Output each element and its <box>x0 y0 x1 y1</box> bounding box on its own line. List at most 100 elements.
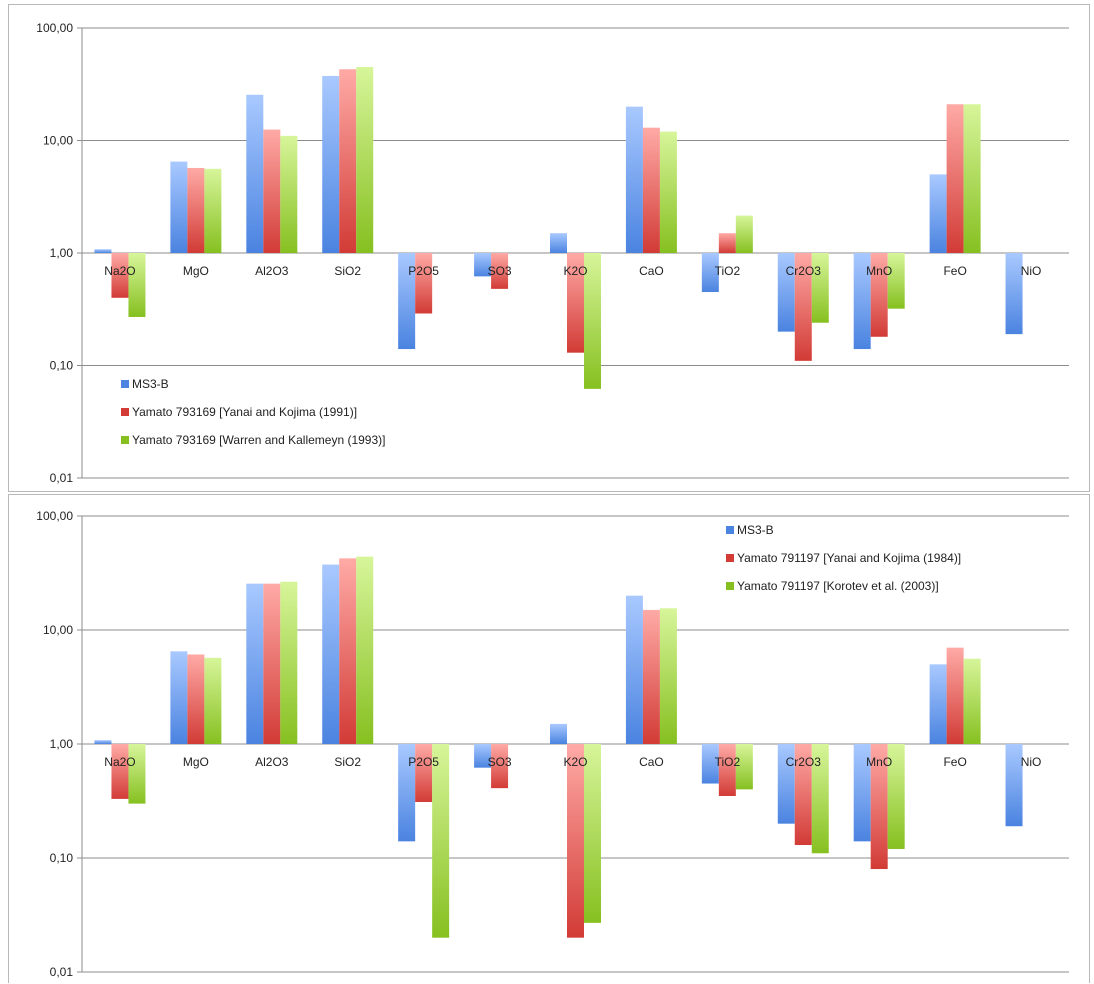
y-tick-label: 0,01 <box>50 471 74 485</box>
legend-label: MS3-B <box>737 523 774 537</box>
bar-p2o5-series-0 <box>398 744 416 842</box>
bar-sio2-series-0 <box>322 75 340 254</box>
y-tick-label: 0,10 <box>50 359 74 373</box>
bar-nio-series-0 <box>1005 253 1023 335</box>
y-tick-label: 10,00 <box>43 623 73 637</box>
bar-tio2-series-2 <box>735 744 753 790</box>
bar-na2o-series-0 <box>94 249 112 253</box>
y-tick-label: 0,10 <box>50 851 74 865</box>
y-tick-label: 1,00 <box>50 737 74 751</box>
x-category-label: K2O <box>563 264 587 278</box>
bar-k2o-series-1 <box>567 253 584 353</box>
bar-cr2o3-series-1 <box>794 253 812 361</box>
bar-na2o-series-1 <box>111 744 129 799</box>
bar-k2o-series-1 <box>567 744 584 938</box>
bar-feo-series-1 <box>946 647 964 744</box>
bar-feo-series-2 <box>963 658 981 744</box>
bar-mno-series-2 <box>887 253 905 309</box>
bar-na2o-series-0 <box>94 740 112 744</box>
x-category-label: TiO2 <box>715 264 741 278</box>
bar-so3-series-1 <box>491 744 509 789</box>
bar-cr2o3-series-0 <box>777 744 795 824</box>
x-category-label: FeO <box>943 264 966 278</box>
bar-tio2-series-0 <box>701 253 719 293</box>
bar-p2o5-series-2 <box>432 744 450 938</box>
legend-swatch <box>121 380 129 388</box>
bar-p2o5-series-1 <box>415 744 433 802</box>
bar-k2o-series-0 <box>550 723 567 744</box>
legend-label: Yamato 791197 [Yanai and Kojima (1984)] <box>737 551 961 565</box>
bar-so3-series-0 <box>474 744 492 768</box>
legend-label: Yamato 793169 [Warren and Kallemeyn (199… <box>132 433 385 447</box>
legend-swatch <box>121 436 129 444</box>
bar-na2o-series-1 <box>111 253 129 298</box>
bar-mno-series-1 <box>870 744 888 870</box>
x-category-label: NiO <box>1021 264 1042 278</box>
legend-swatch <box>726 582 734 590</box>
bar-sio2-series-2 <box>356 556 374 744</box>
x-category-label: K2O <box>563 755 587 769</box>
y-tick-label: 0,01 <box>50 965 74 979</box>
x-category-label: SO3 <box>488 264 512 278</box>
bar-al2o3-series-1 <box>263 583 281 744</box>
bar-cao-series-1 <box>642 127 660 253</box>
bar-tio2-series-0 <box>701 744 719 784</box>
bar-feo-series-1 <box>946 104 964 253</box>
bar-al2o3-series-1 <box>263 129 281 253</box>
x-category-label: Na2O <box>104 755 135 769</box>
x-category-label: SiO2 <box>334 264 361 278</box>
bar-tio2-series-2 <box>735 215 753 253</box>
x-category-label: MgO <box>183 755 209 769</box>
bar-cr2o3-series-0 <box>777 253 795 332</box>
bar-p2o5-series-1 <box>415 253 433 314</box>
bar-mgo-series-0 <box>170 651 188 744</box>
bar-cao-series-0 <box>625 106 643 253</box>
bar-mno-series-2 <box>887 744 905 849</box>
x-category-label: CaO <box>639 264 664 278</box>
bar-al2o3-series-0 <box>246 583 264 744</box>
bar-sio2-series-1 <box>339 69 357 253</box>
x-category-label: MgO <box>183 264 209 278</box>
x-category-label: SiO2 <box>334 755 361 769</box>
x-category-label: TiO2 <box>715 755 741 769</box>
x-category-label: SO3 <box>488 755 512 769</box>
bar-al2o3-series-2 <box>280 581 298 744</box>
bar-k2o-series-2 <box>584 744 601 923</box>
legend-label: MS3-B <box>132 377 169 391</box>
y-tick-label: 100,00 <box>36 509 73 523</box>
bar-mgo-series-1 <box>187 654 205 744</box>
bar-na2o-series-2 <box>128 253 146 317</box>
bar-mno-series-0 <box>853 253 871 350</box>
chart-bottom: 0,01 0,10 1,00 10,00 100,00 Na2O MgO Al2O3 SiO2 P… <box>36 509 1069 979</box>
bar-feo-series-2 <box>963 104 981 253</box>
bar-al2o3-series-0 <box>246 94 264 254</box>
x-category-label: FeO <box>943 755 966 769</box>
x-category-label: CaO <box>639 755 664 769</box>
x-category-label: MnO <box>866 755 892 769</box>
bar-sio2-series-2 <box>356 67 374 253</box>
bar-cao-series-2 <box>659 131 677 253</box>
bar-feo-series-0 <box>929 174 947 253</box>
legend-label: Yamato 793169 [Yanai and Kojima (1991)] <box>132 405 357 419</box>
legend-swatch <box>726 526 734 534</box>
bar-cr2o3-series-2 <box>811 744 829 854</box>
bar-cao-series-0 <box>625 595 643 744</box>
bar-cao-series-1 <box>642 609 660 744</box>
bar-mgo-series-2 <box>204 657 222 744</box>
bar-p2o5-series-0 <box>398 253 416 350</box>
chart-top: 0,01 0,10 1,00 10,00 100,00 Na2O MgO Al2O3 SiO2 P… <box>36 21 1069 485</box>
x-category-label: Al2O3 <box>255 264 289 278</box>
bar-k2o-series-2 <box>584 253 601 389</box>
x-category-label: NiO <box>1021 755 1042 769</box>
legend-swatch <box>726 554 734 562</box>
bar-mgo-series-0 <box>170 161 188 253</box>
legend-label: Yamato 791197 [Korotev et al. (2003)] <box>737 579 939 593</box>
bar-mno-series-0 <box>853 744 871 842</box>
x-category-label: Na2O <box>104 264 135 278</box>
legend-swatch <box>121 408 129 416</box>
bar-cao-series-2 <box>659 608 677 744</box>
bar-k2o-series-0 <box>550 233 567 253</box>
bar-cr2o3-series-2 <box>811 253 829 323</box>
bar-so3-series-1 <box>491 253 509 289</box>
bar-feo-series-0 <box>929 664 947 744</box>
